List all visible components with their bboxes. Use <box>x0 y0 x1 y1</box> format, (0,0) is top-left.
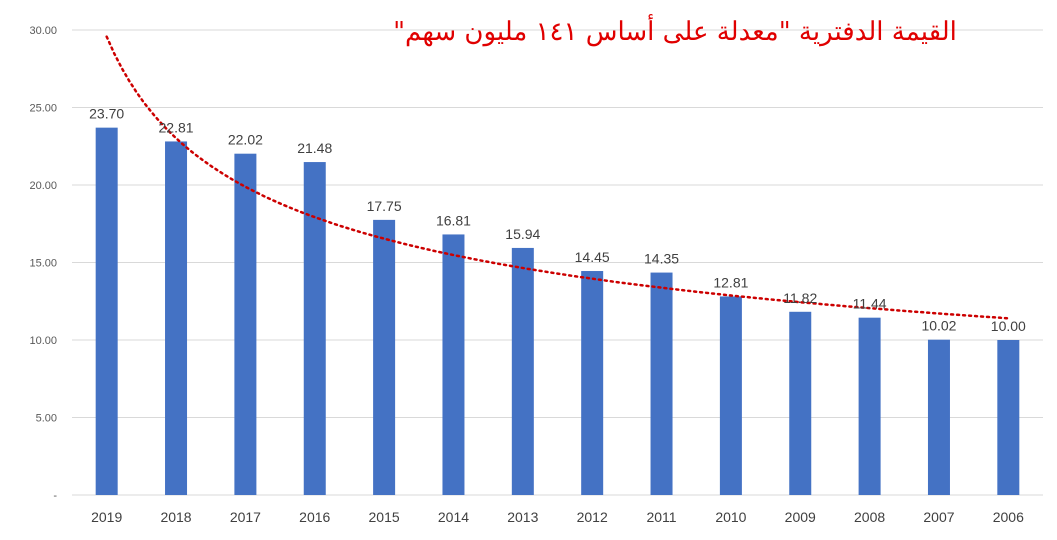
data-label: 12.81 <box>713 274 748 290</box>
bar-2016 <box>303 162 326 495</box>
data-label: 17.75 <box>367 198 402 214</box>
data-label: 10.02 <box>921 318 956 334</box>
x-tick-label: 2008 <box>854 509 885 525</box>
bar-layer <box>95 127 1020 496</box>
y-tick-label: 5.00 <box>36 413 57 425</box>
bar-2019 <box>95 127 118 496</box>
bar-2008 <box>858 317 881 495</box>
x-tick-label: 2007 <box>923 509 954 525</box>
bar-2018 <box>165 141 188 495</box>
y-tick-label: 25.00 <box>29 103 57 115</box>
y-tick-label: 15.00 <box>29 258 57 270</box>
bar-2006 <box>997 340 1020 495</box>
bar-2017 <box>234 153 257 495</box>
x-tick-label: 2012 <box>577 509 608 525</box>
x-tick-label: 2018 <box>160 509 191 525</box>
bar-2011 <box>650 272 673 495</box>
data-label: 15.94 <box>505 226 540 242</box>
bar-2013 <box>511 247 534 495</box>
data-label: 21.48 <box>297 140 332 156</box>
trend-layer <box>105 35 1010 320</box>
grid-layer <box>72 29 1043 496</box>
bar-2007 <box>927 339 950 495</box>
bar-2009 <box>789 311 812 495</box>
x-tick-label: 2015 <box>369 509 400 525</box>
y-tick-label: 30.00 <box>29 25 57 37</box>
x-tick-label: 2006 <box>993 509 1024 525</box>
data-label: 11.44 <box>853 296 887 312</box>
x-tick-label: 2009 <box>785 509 816 525</box>
x-tick-label: 2016 <box>299 509 330 525</box>
data-label: 14.45 <box>575 249 610 265</box>
x-tick-label: 2014 <box>438 509 469 525</box>
bar-2015 <box>373 219 396 495</box>
chart-title: القيمة الدفترية "معدلة على أساس ١٤١ مليو… <box>393 13 957 47</box>
trendline <box>105 35 1010 320</box>
data-label: 14.35 <box>644 251 679 267</box>
x-tick-label: 2011 <box>646 509 676 525</box>
bar-2010 <box>719 296 742 495</box>
bar-2012 <box>581 271 604 495</box>
x-tick-label: 2013 <box>507 509 538 525</box>
label-layer: - 5.00 10.00 15.00 20.00 25.00 30.00 23.70 2019 2… <box>29 25 1026 525</box>
data-label: 11.82 <box>783 290 817 306</box>
y-tick-label: 10.00 <box>29 335 57 347</box>
x-tick-label: 2019 <box>91 509 122 525</box>
x-tick-label: 2017 <box>230 509 261 525</box>
data-label: 22.81 <box>159 119 194 135</box>
x-tick-label: 2010 <box>715 509 746 525</box>
y-tick-label: - <box>53 490 57 502</box>
data-label: 22.02 <box>228 132 263 148</box>
data-label: 23.70 <box>89 106 124 122</box>
data-label: 10.00 <box>991 318 1026 334</box>
data-label: 16.81 <box>436 212 471 228</box>
bar-2014 <box>442 234 465 495</box>
y-tick-label: 20.00 <box>29 180 57 192</box>
